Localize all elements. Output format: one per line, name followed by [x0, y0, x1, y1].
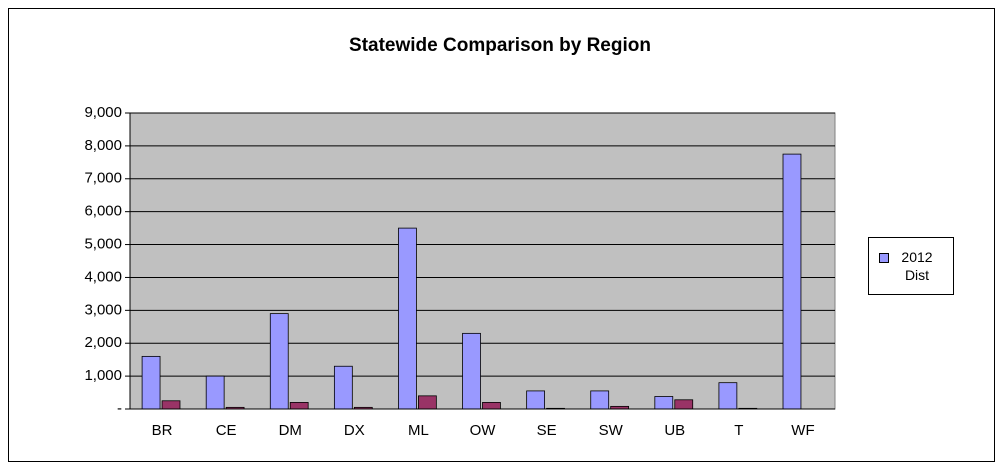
bar — [482, 402, 501, 410]
bar — [674, 399, 694, 410]
bar — [289, 402, 309, 410]
x-tick-label: OW — [470, 422, 497, 439]
x-tick-label: BR — [152, 422, 173, 439]
x-tick-label: DX — [344, 422, 365, 439]
legend: 2012 Dist — [868, 237, 954, 295]
bar — [590, 390, 610, 410]
y-tick-label: 6,000 — [84, 203, 122, 220]
bar — [333, 365, 353, 410]
bar — [161, 400, 181, 410]
y-tick-label: 8,000 — [84, 137, 122, 154]
y-tick-label: 4,000 — [84, 268, 122, 285]
y-tick-label: 2,000 — [84, 334, 122, 351]
bar — [718, 382, 738, 410]
bar — [526, 390, 545, 410]
bar — [398, 227, 417, 410]
x-tick-label: ML — [408, 422, 429, 439]
y-tick-label: - — [117, 400, 122, 417]
x-tick-label: WF — [791, 422, 814, 439]
bar — [418, 395, 437, 410]
bar — [462, 332, 481, 410]
y-tick-label: 9,000 — [84, 104, 122, 121]
x-tick-label: SE — [537, 422, 557, 439]
x-tick-label: T — [734, 422, 743, 439]
bar — [141, 355, 161, 410]
bar — [782, 153, 802, 410]
y-tick-label: 5,000 — [84, 236, 122, 253]
x-tick-label: CE — [216, 422, 237, 439]
bar — [654, 396, 674, 410]
y-tick-label: 1,000 — [84, 367, 122, 384]
legend-swatch — [879, 253, 889, 263]
legend-label: 2012 Dist — [901, 249, 933, 283]
plot-area — [129, 112, 836, 410]
chart-title: Statewide Comparison by Region — [349, 35, 651, 56]
bar — [205, 375, 225, 410]
x-tick-label: UB — [664, 422, 685, 439]
x-tick-label: SW — [599, 422, 624, 439]
x-tick-label: DM — [279, 422, 302, 439]
y-tick-label: 7,000 — [84, 170, 122, 187]
y-tick-label: 3,000 — [84, 301, 122, 318]
bar — [269, 313, 289, 410]
